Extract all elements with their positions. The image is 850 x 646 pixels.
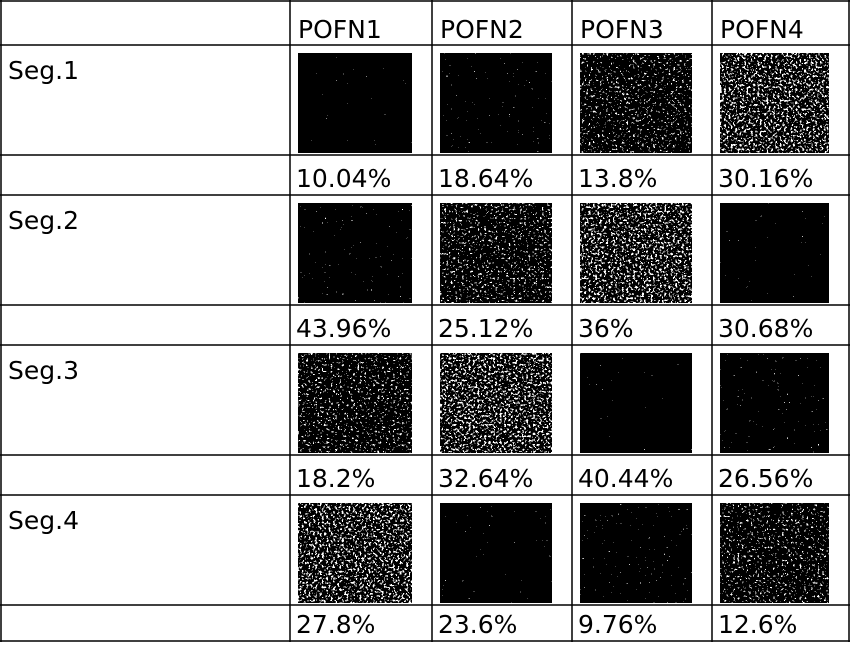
row-label: Seg.1 xyxy=(8,56,79,85)
segment-image xyxy=(298,53,412,153)
percentage: 26.56% xyxy=(718,464,813,493)
segment-image xyxy=(580,353,692,453)
segment-image xyxy=(720,53,829,153)
percentage: 9.76% xyxy=(578,610,657,639)
percentage: 30.16% xyxy=(718,164,813,193)
percentage: 30.68% xyxy=(718,314,813,343)
percentage: 12.6% xyxy=(718,610,797,639)
column-header: POFN4 xyxy=(720,15,804,44)
segment-image xyxy=(440,503,552,603)
row-label: Seg.3 xyxy=(8,356,79,385)
segment-image xyxy=(440,203,552,303)
segment-image xyxy=(580,53,692,153)
percentage: 27.8% xyxy=(296,610,375,639)
percentage: 36% xyxy=(578,314,634,343)
percentage: 18.64% xyxy=(438,164,533,193)
segment-image xyxy=(298,203,412,303)
percentage: 13.8% xyxy=(578,164,657,193)
column-header: POFN1 xyxy=(298,15,382,44)
percentage: 40.44% xyxy=(578,464,673,493)
column-header: POFN2 xyxy=(440,15,524,44)
percentage: 43.96% xyxy=(296,314,391,343)
percentage: 18.2% xyxy=(296,464,375,493)
segment-image xyxy=(440,53,552,153)
percentage: 10.04% xyxy=(296,164,391,193)
row-label: Seg.4 xyxy=(8,506,79,535)
segment-image xyxy=(298,503,412,603)
segment-image xyxy=(580,203,692,303)
table: POFN1 POFN2 POFN3 POFN4 Seg.1 10.04% 18.64% 13.… xyxy=(0,0,850,642)
segment-image xyxy=(298,353,412,453)
segment-image xyxy=(580,503,692,603)
segment-image xyxy=(720,503,829,603)
percentage: 32.64% xyxy=(438,464,533,493)
segment-image xyxy=(720,203,829,303)
page: {"table": { "header": ["POFN1", "POFN2",… xyxy=(0,0,850,642)
segment-image xyxy=(440,353,552,453)
row-label: Seg.2 xyxy=(8,206,79,235)
percentage: 25.12% xyxy=(438,314,533,343)
column-header: POFN3 xyxy=(580,15,664,44)
segment-image xyxy=(720,353,829,453)
percentage: 23.6% xyxy=(438,610,517,639)
